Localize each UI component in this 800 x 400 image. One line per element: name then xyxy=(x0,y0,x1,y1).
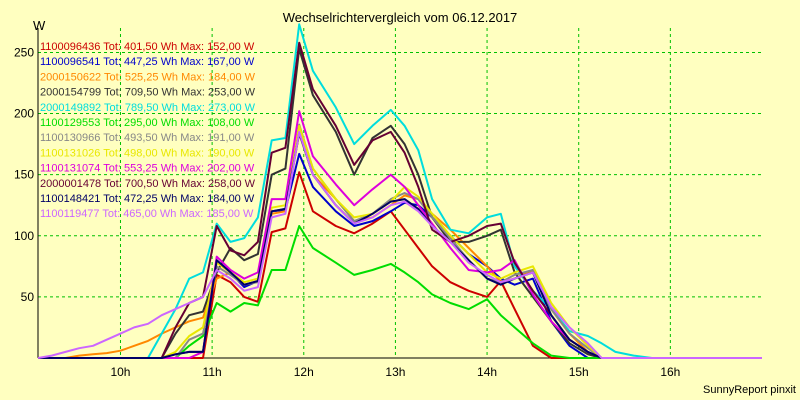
series-line-7 xyxy=(38,123,762,359)
x-tick-label: 10h xyxy=(110,365,130,379)
series-line-6 xyxy=(38,225,762,359)
series-line-12 xyxy=(37,130,762,359)
x-tick-label: 13h xyxy=(385,365,405,379)
y-tick-label: 250 xyxy=(14,45,34,59)
x-tick-label: 15h xyxy=(569,365,589,379)
x-tick-label: 11h xyxy=(203,365,222,379)
x-tick-label: 14h xyxy=(477,365,497,379)
x-tick-label: 12h xyxy=(294,365,314,379)
legend-entry-7: 1100130966 Tot: 493,50 Wh Max: 191,00 W xyxy=(40,132,255,144)
y-tick-label: 150 xyxy=(14,168,34,182)
legend: 1100096436 Tot: 401,50 Wh Max: 152,00 W 1… xyxy=(40,41,256,220)
footer-credit: SunnyReport pinxit xyxy=(703,384,796,396)
legend-entry-3: 2000150622 Tot: 525,25 Wh Max: 184,00 W xyxy=(40,71,256,83)
legend-entry-4: 2000154799 Tot: 709,50 Wh Max: 253,00 W xyxy=(40,87,256,99)
legend-entry-5: 2000149892 Tot: 789,50 Wh Max: 273,00 W xyxy=(40,102,256,114)
legend-entry-11: 1100148421 Tot: 472,25 Wh Max: 184,00 W xyxy=(40,193,255,205)
grid-layer xyxy=(38,28,762,358)
legend-entry-6: 1100129553 Tot: 295,00 Wh Max: 108,00 W xyxy=(40,117,255,129)
x-tick-label: 16h xyxy=(660,365,680,379)
y-tick-label: 100 xyxy=(14,229,34,243)
y-axis-unit: W xyxy=(33,18,46,33)
series-layer xyxy=(37,23,762,359)
legend-entry-2: 1100096541 Tot: 447,25 Wh Max: 167,00 W xyxy=(40,56,255,68)
tick-labels: 50 100 150 200 250 10h 11h 12h 13h 14h 15h 16h xyxy=(14,45,680,379)
legend-entry-9: 1100131074 Tot: 553,25 Wh Max: 202,00 W xyxy=(40,163,255,175)
legend-entry-8: 1100131026 Tot: 498,00 Wh Max: 190,00 W xyxy=(40,147,255,159)
y-tick-label: 50 xyxy=(21,290,35,304)
legend-entry-10: 2000001478 Tot: 700,50 Wh Max: 258,00 W xyxy=(40,178,256,190)
legend-entry-12: 1100119477 Tot: 465,00 Wh Max: 185,00 W xyxy=(40,208,254,220)
chart-title: Wechselrichtervergleich vom 06.12.2017 xyxy=(283,10,518,25)
legend-entry-1: 1100096436 Tot: 401,50 Wh Max: 152,00 W xyxy=(40,41,255,53)
y-tick-label: 200 xyxy=(14,107,34,121)
